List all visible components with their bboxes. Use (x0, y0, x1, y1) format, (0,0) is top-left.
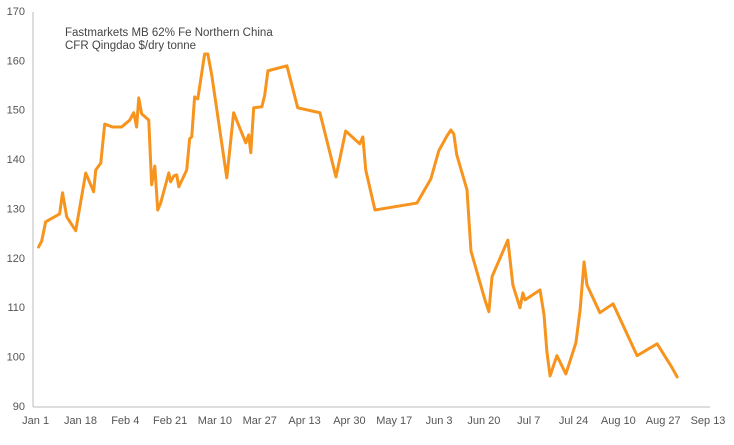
x-tick-label: Feb 4 (111, 415, 139, 427)
x-tick-label: Sep 13 (691, 415, 726, 427)
y-tick-label: 100 (7, 352, 25, 364)
y-tick-label: 140 (7, 154, 25, 166)
x-tick-label: Jul 7 (517, 415, 540, 427)
x-tick-label: Jul 24 (559, 415, 588, 427)
y-tick-label: 170 (7, 6, 25, 18)
x-tick-label: Feb 21 (153, 415, 187, 427)
x-tick-label: Aug 27 (646, 415, 681, 427)
x-tick-label: Apr 30 (333, 415, 365, 427)
x-tick-label: Apr 13 (288, 415, 320, 427)
x-tick-label: Jun 20 (467, 415, 500, 427)
chart-title: Fastmarkets MB 62% Fe Northern China (65, 27, 273, 39)
x-tick-label: Mar 27 (243, 415, 277, 427)
x-tick-label: May 17 (376, 415, 412, 427)
y-tick-label: 160 (7, 55, 25, 67)
x-tick-label: Mar 10 (198, 415, 232, 427)
x-tick-label: Aug 10 (601, 415, 636, 427)
x-tick-label: Jan 1 (22, 415, 49, 427)
price-line (37, 52, 679, 379)
x-tick-label: Jun 3 (426, 415, 453, 427)
chart-subtitle: CFR Qingdao $/dry tonne (65, 40, 196, 52)
x-tick-label: Jan 18 (64, 415, 97, 427)
y-tick-label: 110 (7, 302, 25, 314)
y-tick-label: 130 (7, 203, 25, 215)
y-tick-label: 150 (7, 105, 25, 117)
y-tick-label: 120 (7, 253, 25, 265)
y-tick-label: 90 (13, 401, 25, 413)
